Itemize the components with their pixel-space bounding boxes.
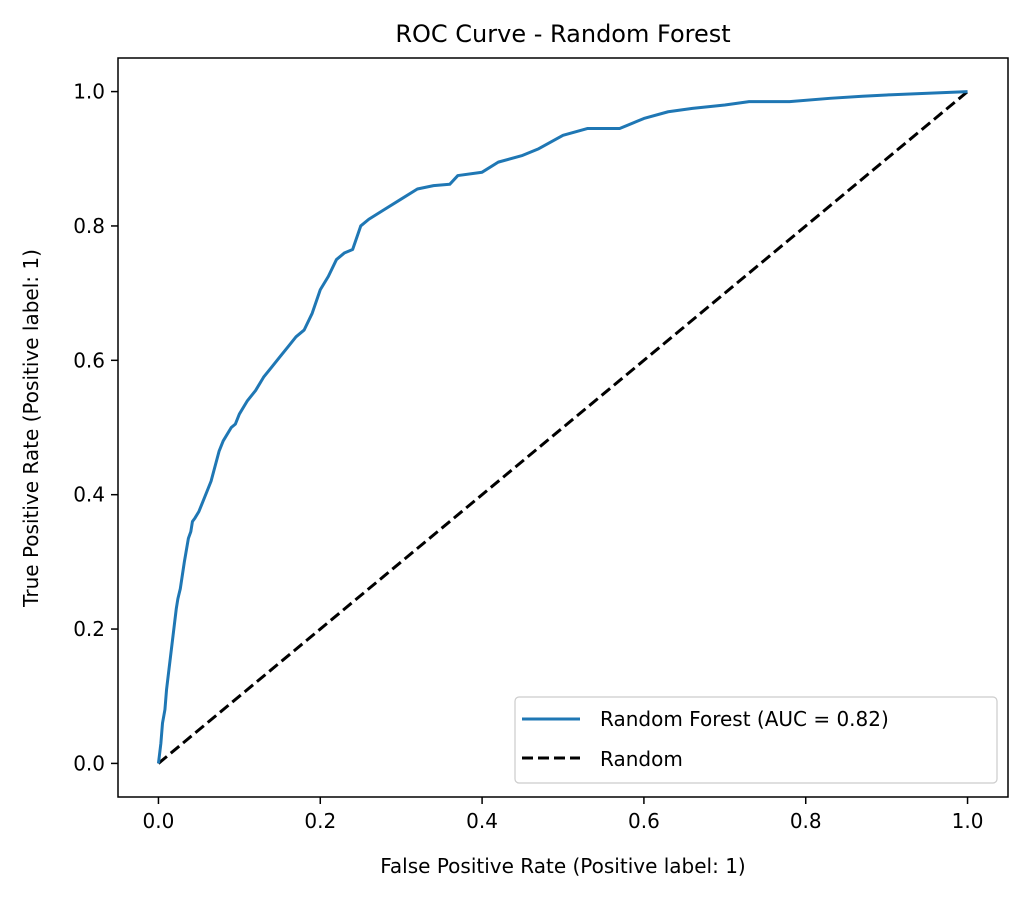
chart-title: ROC Curve - Random Forest <box>395 20 730 48</box>
plot-frame <box>117 57 1009 798</box>
x-tick-label: 0.8 <box>790 809 822 833</box>
series-random-forest-line <box>156 90 968 764</box>
legend: Random Forest (AUC = 0.82) Random <box>514 696 998 784</box>
plot-background <box>118 58 1008 797</box>
y-tick-label: 0.4 <box>73 483 105 507</box>
series-layer <box>156 90 969 765</box>
y-tick-label: 0.2 <box>73 617 105 641</box>
x-tick-label: 1.0 <box>952 809 984 833</box>
x-tick-label: 0.0 <box>143 809 175 833</box>
y-tick-label: 0.6 <box>73 348 105 372</box>
y-tick-label: 0.8 <box>73 214 105 238</box>
x-tick-label: 0.2 <box>304 809 336 833</box>
y-axis-ticks: 0.0 0.2 0.4 0.6 0.8 1.0 <box>73 80 118 775</box>
x-axis-label: False Positive Rate (Positive label: 1) <box>380 854 746 878</box>
x-axis-ticks: 0.0 0.2 0.4 0.6 0.8 1.0 <box>143 797 984 833</box>
legend-label-random-forest: Random Forest (AUC = 0.82) <box>600 707 889 731</box>
legend-box <box>514 696 998 784</box>
x-tick-label: 0.6 <box>628 809 660 833</box>
y-tick-label: 0.0 <box>73 751 105 775</box>
y-axis-label: True Positive Rate (Positive label: 1) <box>19 249 43 608</box>
legend-label-random: Random <box>600 747 683 771</box>
x-tick-label: 0.4 <box>466 809 498 833</box>
plot-area <box>117 57 1009 798</box>
y-tick-label: 1.0 <box>73 80 105 104</box>
